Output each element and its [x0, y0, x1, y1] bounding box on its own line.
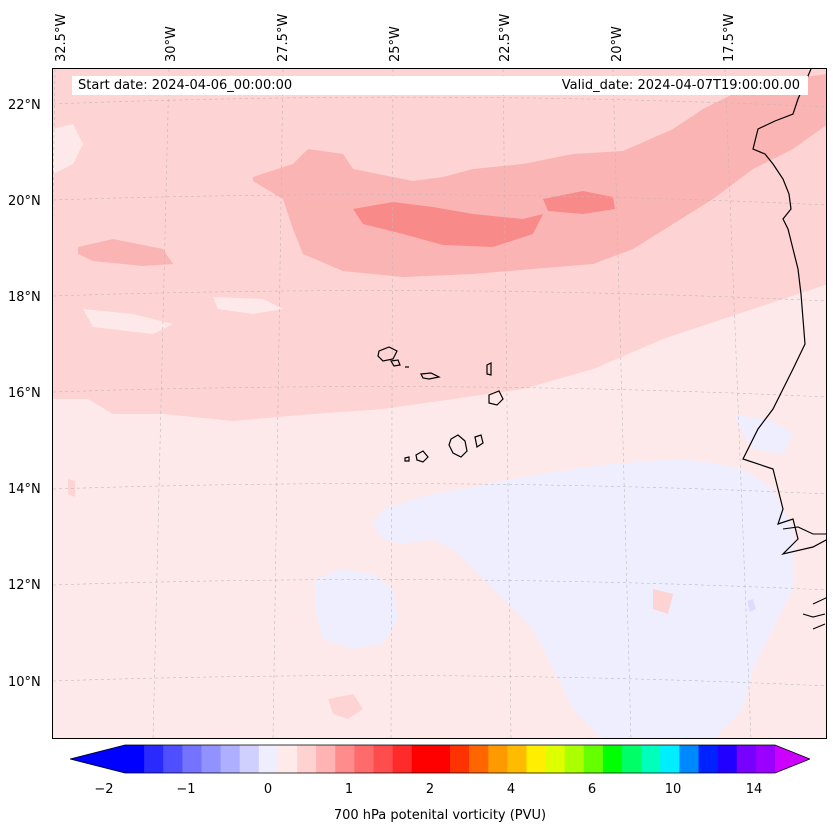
- colorbar-tick-2: 2: [425, 782, 435, 797]
- colorbar-tick-neg2: −2: [94, 782, 114, 797]
- colorbar-tick-10: 10: [664, 782, 682, 797]
- pv-region-negative-2: [747, 599, 756, 612]
- island-sal: [486, 362, 492, 376]
- colorbar-cell: [469, 745, 489, 773]
- colorbar-cell: [144, 745, 164, 773]
- colorbar-tick-4: 4: [506, 782, 516, 797]
- colorbar-cell: [583, 745, 604, 773]
- colorbar-cell: [163, 745, 183, 773]
- cape-verde-islands: [377, 346, 504, 463]
- colorbar-tick-0: 0: [263, 782, 273, 797]
- coastline-guinea-bissau: [782, 526, 826, 630]
- pv-region-level-2-west: [78, 239, 173, 266]
- pv-region-negative-n: [733, 414, 793, 454]
- colorbar-cell: [717, 745, 738, 773]
- colorbar-tick-6: 6: [587, 782, 597, 797]
- island-fogo: [415, 450, 429, 463]
- lat-label-16n: 16°N: [8, 386, 41, 401]
- pv-region-negative-w: [315, 569, 398, 649]
- colorbar-cell: [602, 745, 623, 773]
- valid-date-label: Valid_date: 2024-04-07T19:00:00.00: [561, 78, 800, 93]
- colorbar-cell: [698, 745, 719, 773]
- colorbar-cell: [354, 745, 375, 773]
- gridlines: [53, 69, 826, 738]
- lat-label-20n: 20°N: [8, 194, 41, 209]
- lon-label-27-5w: 27.5°W: [276, 13, 291, 62]
- lon-label-32-5w: 32.5°W: [54, 13, 69, 62]
- lon-label-30w: 30°W: [164, 26, 179, 62]
- colorbar-cell: [201, 745, 222, 773]
- lon-label-17-5w: 17.5°W: [722, 13, 737, 62]
- pv-region-level-3-east: [543, 191, 615, 214]
- colorbar-cell: [277, 745, 298, 773]
- island-boa-vista: [488, 390, 504, 406]
- colorbar-label: 700 hPa potenital vorticity (PVU): [333, 808, 547, 823]
- pv-region-level-1-w: [68, 479, 75, 497]
- start-date-label: Start date: 2024-04-06_00:00:00: [78, 78, 293, 93]
- island-santo-antao: [377, 346, 398, 362]
- colorbar-cell: [430, 745, 451, 773]
- colorbar-cell: [622, 745, 642, 773]
- colorbar-cell: [488, 745, 508, 773]
- island-sao-nicolau: [420, 372, 441, 380]
- colorbar-tick-14: 14: [745, 782, 763, 797]
- colorbar-outline: [70, 744, 810, 774]
- colorbar-cell: [316, 745, 336, 773]
- lat-label-18n: 18°N: [8, 290, 41, 305]
- colorbar-cell: [507, 745, 527, 773]
- colorbar-cell: [297, 745, 317, 773]
- colorbar-tick-1: 1: [344, 782, 354, 797]
- colorbar-tick-neg1: −1: [176, 782, 196, 797]
- colorbar-cell: [450, 745, 470, 773]
- lon-label-25w: 25°W: [388, 26, 403, 62]
- colorbar-cell: [660, 745, 680, 773]
- island-maio: [474, 434, 484, 448]
- island-santiago: [448, 434, 468, 458]
- colorbar-cell: [564, 745, 585, 773]
- island-sao-vicente: [390, 359, 401, 367]
- map-plot-area: [52, 68, 827, 739]
- colorbar-cell: [125, 745, 145, 773]
- pv-region-low-nw: [53, 124, 83, 174]
- lat-label-22n: 22°N: [8, 98, 41, 113]
- colorbar-cell: [545, 745, 566, 773]
- colorbar-cell: [411, 745, 432, 773]
- colorbar-cell: [335, 745, 355, 773]
- lon-label-20w: 20°W: [610, 26, 625, 62]
- colorbar-cell: [736, 745, 757, 773]
- colorbar-cell: [679, 745, 700, 773]
- colorbar-cell: [526, 745, 547, 773]
- pv-contour-map: [53, 69, 826, 738]
- colorbar-cell: [182, 745, 202, 773]
- pv-region-level-1-se: [653, 589, 673, 614]
- pv-region-low-w: [83, 309, 173, 334]
- colorbar-cell: [392, 745, 413, 773]
- lat-label-10n: 10°N: [8, 675, 41, 690]
- colorbar-extend-high: [775, 745, 810, 773]
- lat-label-14n: 14°N: [8, 482, 41, 497]
- date-info-box: Start date: 2024-04-06_00:00:00 Valid_da…: [72, 76, 808, 95]
- colorbar-cell: [258, 745, 279, 773]
- colorbar-cell: [220, 745, 241, 773]
- pv-region-level-1-s: [328, 694, 363, 719]
- colorbar-cell: [641, 745, 661, 773]
- coastline-west-africa: [742, 69, 826, 556]
- pv-region-negative-se: [373, 459, 793, 738]
- colorbar-cell: [373, 745, 394, 773]
- colorbar-cell: [755, 745, 776, 773]
- colorbar: [70, 744, 810, 774]
- pv-region-low-c: [213, 297, 283, 314]
- pv-region-level-3: [353, 202, 543, 247]
- island-brava: [404, 456, 410, 462]
- colorbar-extend-low: [70, 745, 125, 773]
- colorbar-cell: [239, 745, 260, 773]
- lon-label-22-5w: 22.5°W: [498, 13, 513, 62]
- lat-label-12n: 12°N: [8, 578, 41, 593]
